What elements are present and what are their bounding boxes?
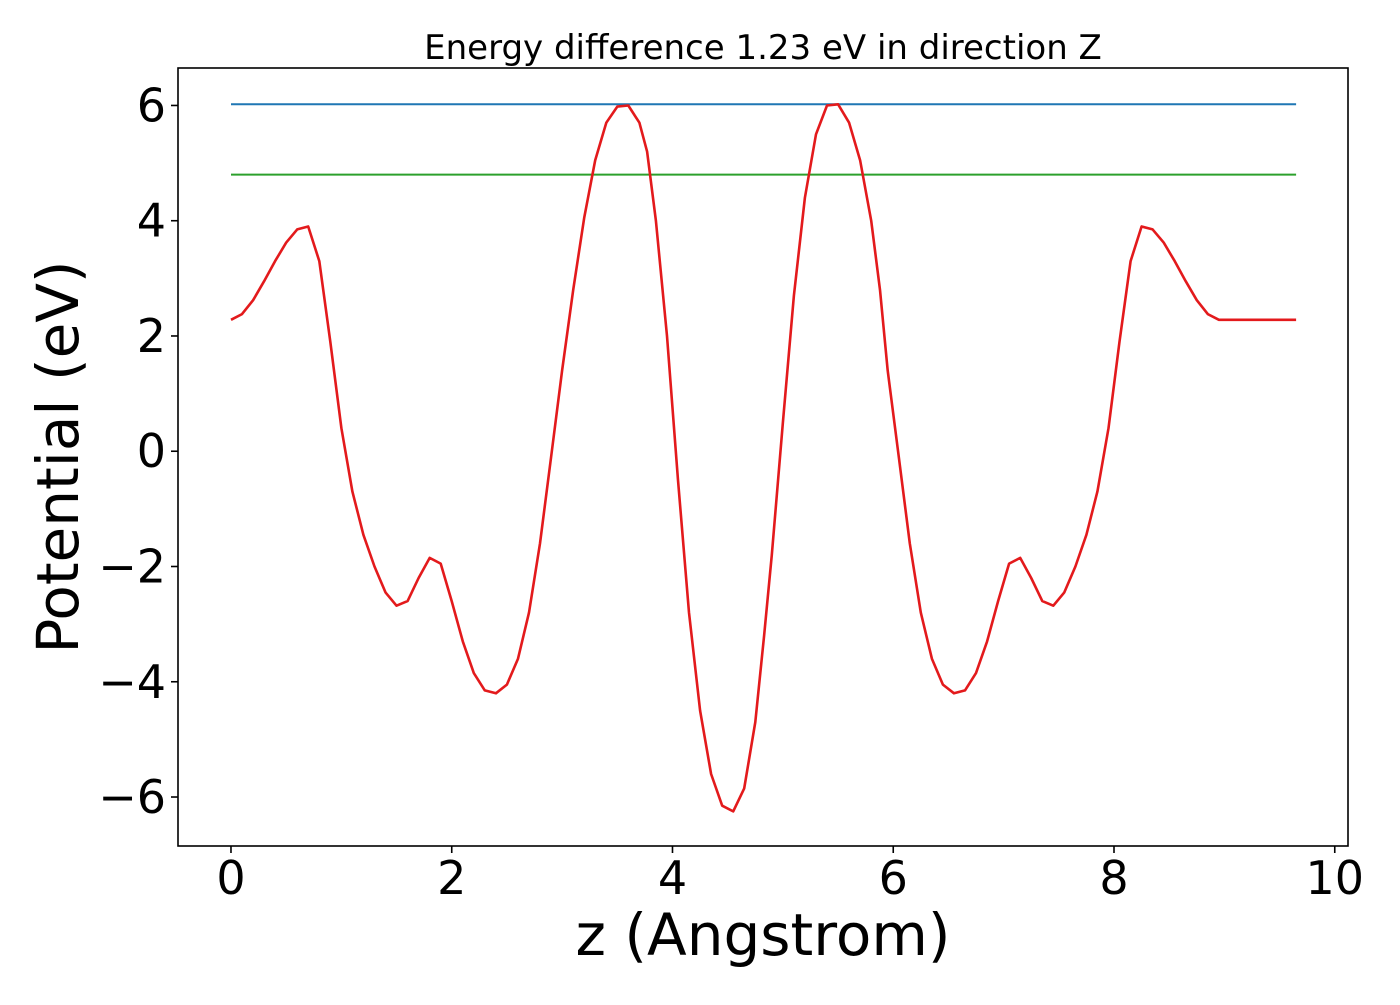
- y-tick-label: 0: [137, 424, 166, 478]
- chart-title: Energy difference 1.23 eV in direction Z: [424, 28, 1102, 68]
- y-tick-label: −6: [98, 770, 166, 824]
- y-tick-label: 6: [137, 78, 166, 132]
- x-axis-ticks: 0 2 4 6 8 10: [216, 846, 1364, 905]
- y-axis-label: Potential (eV): [24, 260, 92, 653]
- y-tick-label: 4: [137, 194, 166, 248]
- x-tick-label: 6: [879, 851, 908, 905]
- x-tick-label: 0: [216, 851, 245, 905]
- series-line-3: [230, 103, 1297, 813]
- y-tick-label: 2: [137, 309, 166, 363]
- plot-frame: [177, 67, 1349, 847]
- x-axis-label: z (Angstrom): [576, 901, 951, 969]
- x-tick-label: 8: [1099, 851, 1128, 905]
- x-tick-label: 10: [1305, 851, 1364, 905]
- x-tick-label: 2: [437, 851, 466, 905]
- x-tick-label: 4: [658, 851, 687, 905]
- y-tick-label: −4: [98, 655, 166, 709]
- y-axis-ticks: −6 −4 −2 0 2 4 6: [98, 78, 178, 824]
- y-tick-label: −2: [98, 539, 166, 593]
- series-layer: [230, 103, 1297, 813]
